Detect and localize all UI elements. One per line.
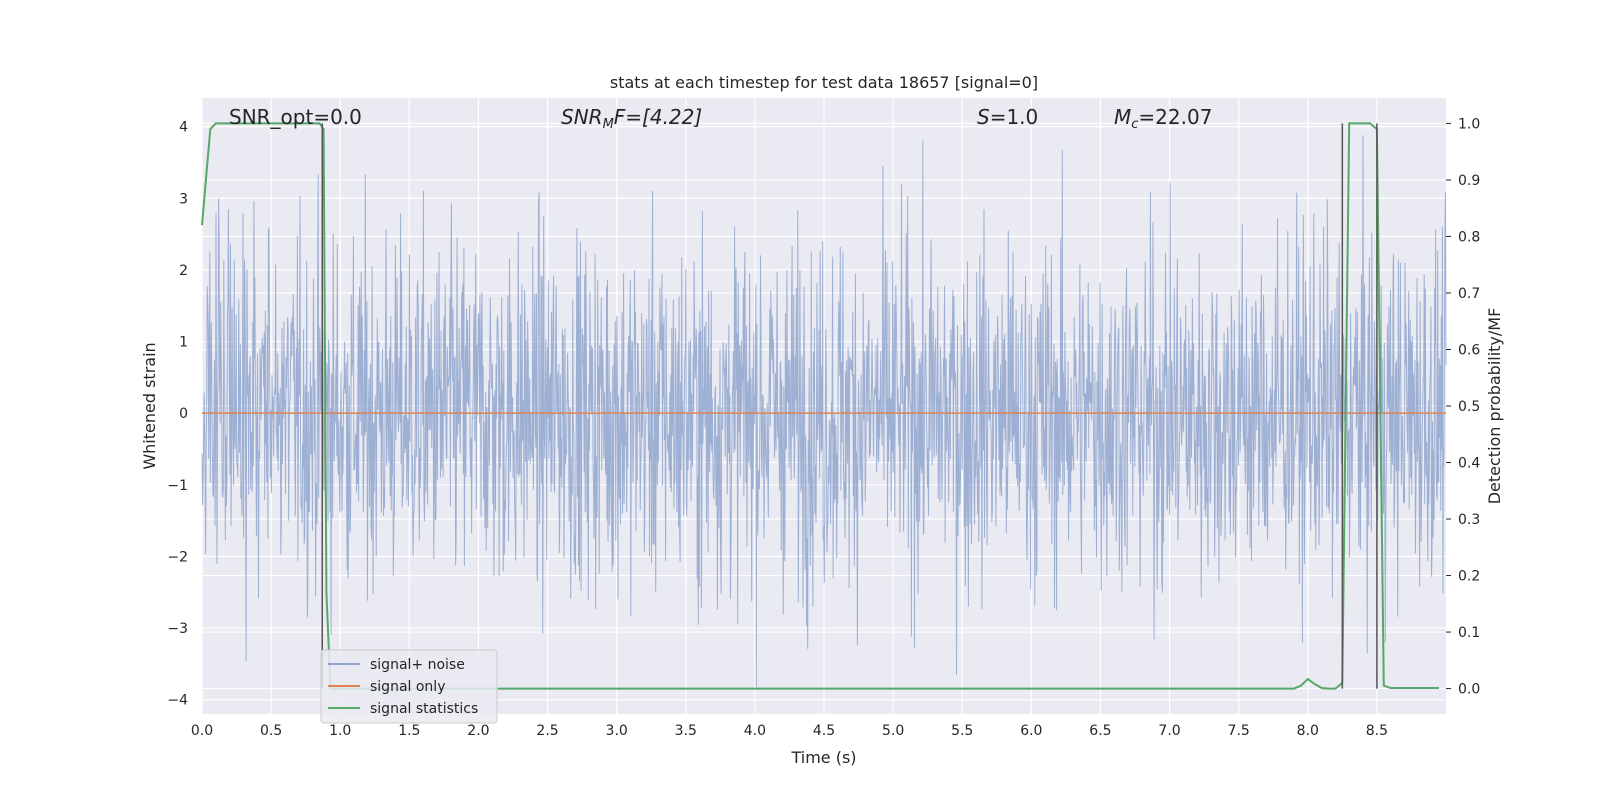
- annotation-snr-mf-rest: F=[4.22]: [614, 105, 702, 129]
- y-tick-label: 1: [179, 335, 188, 351]
- y2-tick-label: 0.9: [1458, 173, 1480, 189]
- y2-axis-ticks: 1.0 0.9 0.8 0.7 0.6 0.5 0.4 0.3 0.2 0.1 0.0: [1446, 116, 1480, 698]
- y-tick-label: −4: [167, 693, 188, 709]
- x-tick-label: 1.5: [398, 723, 420, 739]
- legend-box: [320, 649, 498, 724]
- y2-tick-label: 1.0: [1458, 116, 1480, 132]
- y-tick-label: 4: [179, 120, 188, 136]
- vertical-markers: [321, 123, 1378, 689]
- y-tick-label: 0: [179, 406, 188, 422]
- x-tick-label: 5.5: [951, 723, 973, 739]
- annotation-mc-sub: c: [1131, 117, 1138, 132]
- x-tick-label: 0.5: [260, 723, 282, 739]
- x-tick-label: 2.0: [467, 723, 489, 739]
- y-tick-label: −1: [167, 478, 188, 494]
- annotation-mc: Mc=22.07: [1114, 105, 1212, 132]
- y2-tick-label: 0.2: [1458, 569, 1480, 585]
- x-tick-label: 1.0: [329, 723, 351, 739]
- x-tick-label: 8.0: [1297, 723, 1319, 739]
- annotation-snr-mf: SNRMF=[4.22]: [561, 105, 702, 132]
- y-tick-label: −3: [167, 621, 188, 637]
- annotation-s-value: =1.0: [990, 105, 1039, 129]
- y2-tick-label: 0.3: [1458, 512, 1480, 528]
- x-axis-ticks: 0.0 0.5 1.0 1.5 2.0 2.5 3.0 3.5 4.0 4.5 5.0 5.5 6.0 6…: [191, 723, 1388, 739]
- y-axis-ticks: 4 3 2 1 0 −1 −2 −3 −4: [167, 120, 188, 709]
- y2-tick-label: 0.4: [1458, 456, 1480, 472]
- x-tick-label: 6.5: [1089, 723, 1111, 739]
- y2-tick-label: 0.8: [1458, 229, 1480, 245]
- x-tick-label: 7.5: [1228, 723, 1250, 739]
- x-axis-label: Time (s): [790, 748, 856, 767]
- y2-tick-label: 0.1: [1458, 625, 1480, 641]
- x-tick-label: 6.0: [1020, 723, 1042, 739]
- grid: [201, 98, 1446, 714]
- x-tick-label: 2.5: [536, 723, 558, 739]
- legend: signal+ noise signal only signal statist…: [320, 649, 498, 724]
- signal-statistics-line: [201, 122, 1440, 690]
- annotation-snr-opt: SNR_opt=0.0: [229, 105, 362, 129]
- annotation-s-var: S: [977, 105, 990, 129]
- x-tick-label: 7.0: [1158, 723, 1180, 739]
- x-tick-label: 4.0: [744, 723, 766, 739]
- x-tick-label: 0.0: [191, 723, 213, 739]
- legend-label-signal-statistics: signal statistics: [370, 701, 478, 717]
- series-signal-noise: [201, 135, 1447, 688]
- y-tick-label: 2: [179, 263, 188, 279]
- x-tick-label: 8.5: [1366, 723, 1388, 739]
- annotation-mc-var: M: [1114, 105, 1131, 129]
- chart-title: stats at each timestep for test data 186…: [610, 73, 1038, 92]
- annotation-snr-mf-var: SNR: [561, 105, 603, 129]
- annotation-s: S=1.0: [977, 105, 1038, 129]
- annotation-snr-mf-sub: M: [603, 117, 614, 132]
- x-tick-label: 3.0: [606, 723, 628, 739]
- y2-axis-label: Detection probability/MF: [1485, 308, 1504, 505]
- y2-tick-label: 0.6: [1458, 342, 1480, 358]
- y-tick-label: 3: [179, 191, 188, 207]
- y-tick-label: −2: [167, 549, 188, 565]
- legend-label-signal-noise: signal+ noise: [370, 657, 465, 673]
- y2-tick-label: 0.7: [1458, 286, 1480, 302]
- x-tick-label: 5.0: [882, 723, 904, 739]
- y-axis-label: Whitened strain: [140, 342, 159, 469]
- y2-tick-label: 0.0: [1458, 682, 1480, 698]
- annotation-mc-value: =22.07: [1138, 105, 1212, 129]
- noise-line: [201, 135, 1447, 688]
- x-tick-label: 4.5: [813, 723, 835, 739]
- legend-label-signal-only: signal only: [370, 679, 445, 695]
- x-tick-label: 3.5: [675, 723, 697, 739]
- y2-tick-label: 0.5: [1458, 399, 1480, 415]
- series-signal-statistics: [201, 122, 1440, 690]
